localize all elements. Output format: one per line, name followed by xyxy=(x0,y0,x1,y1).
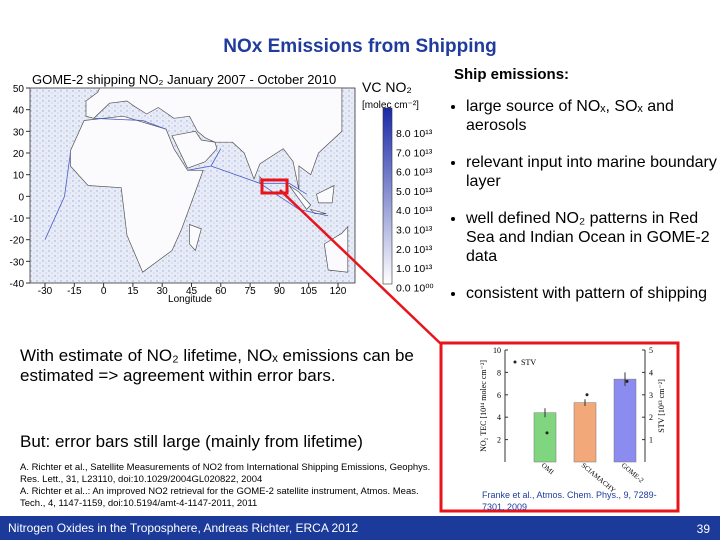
bar xyxy=(613,378,637,463)
continents xyxy=(44,87,349,273)
bar xyxy=(533,412,557,463)
bar xyxy=(573,402,597,463)
colorbar-label: 3.0 10¹³ xyxy=(396,225,433,237)
y-tick-label: 4 xyxy=(497,413,501,422)
map-title: GOME-2 shipping NO₂ January 2007 - Octob… xyxy=(32,72,336,87)
x-tick-label: 30 xyxy=(157,286,169,297)
y-tick-label: -40 xyxy=(10,279,25,290)
x-tick-label: -15 xyxy=(67,286,82,297)
y-tick-label: -30 xyxy=(10,257,25,268)
colorbar-unit: [molec cm⁻²] xyxy=(362,100,419,111)
page-number: 39 xyxy=(697,522,711,536)
bullet-item: consistent with pattern of shipping xyxy=(466,284,718,303)
colorbar-label: 4.0 10¹³ xyxy=(396,205,433,217)
body-text: With estimate of NO₂ lifetime, NOₓ emiss… xyxy=(20,346,414,385)
x-tick-label: 105 xyxy=(300,286,317,297)
x-tick-label: 90 xyxy=(274,286,286,297)
y2-tick-label: 5 xyxy=(649,346,653,355)
landmass xyxy=(85,87,343,190)
stv-point xyxy=(545,431,549,435)
bullet-item: large source of NOₓ, SOₓ and aerosols xyxy=(466,97,718,135)
y-tick-label: -10 xyxy=(10,214,25,225)
shipping-lane xyxy=(210,148,222,167)
footer-bar xyxy=(0,516,720,540)
y-axis-label: NO₂ TEC [10¹⁴ molec cm⁻²] xyxy=(479,360,488,452)
y2-tick-label: 2 xyxy=(649,413,653,422)
colorbar-label: 1.0 10¹³ xyxy=(396,263,433,275)
reference: A. Richter et al., Satellite Measurement… xyxy=(20,462,431,485)
legend-marker xyxy=(513,360,517,364)
bullet-item: relevant input into marine boundary laye… xyxy=(466,153,718,191)
colorbar-label: 6.0 10¹³ xyxy=(396,167,433,179)
y-tick-label: 30 xyxy=(13,127,25,138)
colorbar xyxy=(382,107,393,285)
y2-axis-label: STV [10¹³ cm⁻²] xyxy=(657,379,666,433)
stv-point xyxy=(625,379,629,383)
x-tick-label: 120 xyxy=(330,286,347,297)
landmass xyxy=(171,130,218,169)
y-tick-label: 20 xyxy=(13,149,25,160)
bullet-heading: Ship emissions: xyxy=(454,66,570,83)
y2-tick-label: 3 xyxy=(649,391,653,400)
inset-frame xyxy=(439,341,680,513)
legend-label: STV xyxy=(521,358,536,367)
y-tick-label: 10 xyxy=(13,171,25,182)
y-tick-label: -20 xyxy=(10,236,25,247)
y-tick-label: 6 xyxy=(497,391,501,400)
landmass xyxy=(316,184,335,204)
colorbar-label: 2.0 10¹³ xyxy=(396,244,433,256)
y-tick-label: 0 xyxy=(18,192,24,203)
bullet-item: well defined NO₂ patterns in Red Sea and… xyxy=(466,209,718,266)
y2-tick-label: 1 xyxy=(649,436,653,445)
slide-title: NOx Emissions from Shipping xyxy=(223,36,496,57)
reference: A. Richter et al..: An improved NO2 retr… xyxy=(20,486,419,509)
shipping-lane xyxy=(93,117,167,130)
body-text: But: error bars still large (mainly from… xyxy=(20,432,363,451)
y-tick-label: 2 xyxy=(497,436,501,445)
x-tick-label: 45 xyxy=(186,286,198,297)
colorbar-label: 5.0 10¹³ xyxy=(396,186,433,198)
y-tick-label: 10 xyxy=(493,346,501,355)
landmass xyxy=(323,225,349,273)
bullet-panel: Ship emissions: large source of NOₓ, SOₓ… xyxy=(452,66,718,321)
colorbar-label: 0.0 10⁰⁰ xyxy=(396,282,434,294)
y-tick-label: 40 xyxy=(13,106,25,117)
x-tick-label: 60 xyxy=(215,286,227,297)
x-tick-label: 75 xyxy=(245,286,257,297)
x-tick-label: 15 xyxy=(127,286,139,297)
y2-tick-label: 4 xyxy=(649,368,653,377)
colorbar-label: 8.0 10¹³ xyxy=(396,128,433,140)
landmass xyxy=(189,223,202,252)
x-axis-label: Longitude xyxy=(168,294,212,305)
highlight-box xyxy=(260,178,289,195)
shipping-lane xyxy=(44,152,71,240)
connector-line xyxy=(279,189,442,345)
y-tick-label: 50 xyxy=(13,84,25,95)
x-tick-label: -30 xyxy=(38,286,53,297)
inset-citation: Franke et al., Atmos. Chem. Phys., 9, 72… xyxy=(482,490,657,512)
landmass xyxy=(288,185,312,210)
y-tick-label: 8 xyxy=(497,368,501,377)
colorbar-title: VC NO₂ xyxy=(362,79,412,95)
footer-text: Nitrogen Oxides in the Troposphere, Andr… xyxy=(8,521,359,535)
colorbar-label: 7.0 10¹³ xyxy=(396,147,433,159)
x-tick-label: 0 xyxy=(101,286,107,297)
stv-point xyxy=(585,393,589,397)
bullet-list: large source of NOₓ, SOₓ and aerosols rel… xyxy=(452,97,718,303)
